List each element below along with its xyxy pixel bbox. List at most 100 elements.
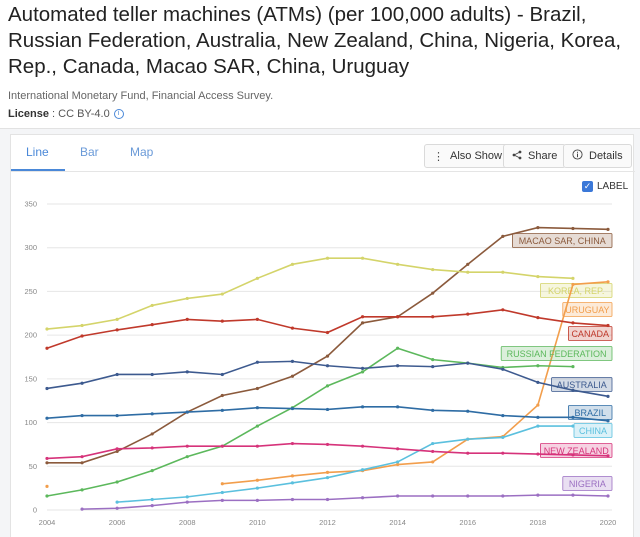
data-point [501, 451, 505, 455]
data-point [431, 449, 435, 454]
data-point [80, 507, 84, 511]
data-point [185, 455, 189, 459]
data-point [115, 500, 119, 504]
data-point [606, 227, 610, 231]
data-point [115, 449, 119, 454]
data-point [290, 497, 295, 502]
series-label: KOREA, REP. [548, 286, 604, 296]
data-point [466, 262, 470, 266]
data-point [80, 334, 84, 338]
data-point [325, 476, 330, 480]
share-icon [512, 150, 522, 163]
data-point [431, 460, 435, 464]
also-show-label: Also Show [450, 150, 502, 162]
data-point [325, 497, 330, 502]
tab-line[interactable]: Line [26, 145, 49, 159]
series-label: NEW ZEALAND [544, 446, 610, 456]
data-point [571, 415, 575, 419]
data-point [360, 444, 365, 448]
x-tick-label: 2010 [249, 518, 266, 527]
data-point [360, 468, 365, 472]
series-label-box [573, 423, 613, 438]
data-point [150, 504, 154, 508]
data-point [255, 360, 259, 364]
data-point [501, 494, 505, 498]
data-point [431, 315, 435, 319]
series-line [222, 281, 609, 485]
data-point [396, 346, 400, 350]
data-point [45, 346, 49, 350]
data-point [360, 315, 365, 319]
also-show-button[interactable]: ⋮ Also Show [424, 144, 511, 168]
label-toggle[interactable]: ✓ LABEL [582, 181, 628, 192]
data-point [80, 488, 84, 492]
data-point [466, 494, 470, 498]
data-point [290, 441, 295, 446]
series-label-box [551, 377, 613, 392]
data-point [360, 370, 365, 374]
x-tick-label: 2004 [39, 518, 56, 527]
data-point [431, 267, 435, 272]
data-point [220, 444, 224, 448]
data-point [396, 447, 400, 451]
data-point [115, 328, 119, 332]
data-point [325, 354, 330, 358]
series-line [82, 494, 609, 510]
data-point [396, 405, 400, 409]
data-point [466, 437, 470, 441]
data-point [185, 500, 189, 504]
data-point [606, 280, 610, 284]
series-label-box [500, 346, 613, 361]
tab-map[interactable]: Map [130, 145, 154, 159]
data-point [325, 470, 330, 475]
y-tick-label: 0 [33, 506, 37, 515]
data-point [606, 419, 610, 423]
details-button[interactable]: Details [563, 144, 632, 168]
data-point [115, 506, 119, 510]
series-label: RUSSIAN FEDERATION [507, 349, 607, 359]
data-point [150, 412, 154, 416]
data-point [466, 451, 470, 455]
data-point [536, 364, 540, 368]
tab-bar[interactable]: Bar [80, 145, 99, 159]
x-tick-label: 2012 [319, 518, 336, 527]
series-label-box [562, 302, 613, 317]
data-point [45, 456, 49, 461]
series-label-box [568, 326, 613, 341]
data-point [431, 408, 435, 412]
data-point [255, 317, 259, 322]
info-icon [572, 149, 583, 163]
data-point [185, 370, 189, 374]
data-point [396, 462, 400, 467]
data-point [571, 388, 575, 392]
series-label: CANADA [571, 329, 609, 339]
series-label-box [540, 443, 613, 458]
license-line: License : CC BY-4.0 i [8, 108, 124, 120]
data-point [185, 410, 189, 414]
data-point [536, 403, 540, 407]
y-tick-label: 300 [24, 243, 37, 252]
data-point [536, 415, 540, 419]
active-tab-indicator [11, 169, 65, 171]
data-point [606, 394, 610, 398]
data-point [325, 407, 330, 412]
checkbox-checked-icon[interactable]: ✓ [582, 181, 593, 192]
x-tick-label: 2006 [109, 518, 126, 527]
info-icon[interactable]: i [113, 109, 124, 120]
data-point [220, 408, 224, 412]
license-value[interactable]: CC BY-4.0 [58, 108, 110, 120]
data-point [80, 323, 84, 328]
data-point [150, 303, 154, 308]
x-tick-label: 2020 [600, 518, 617, 527]
data-point [360, 496, 365, 500]
data-point [501, 367, 505, 371]
data-point [536, 226, 540, 230]
data-point [396, 364, 400, 368]
data-point [185, 317, 189, 322]
data-point [396, 315, 400, 319]
vertical-dots-icon: ⋮ [433, 150, 444, 163]
share-button[interactable]: Share [503, 144, 567, 168]
details-label: Details [589, 150, 623, 162]
data-point [220, 482, 224, 486]
